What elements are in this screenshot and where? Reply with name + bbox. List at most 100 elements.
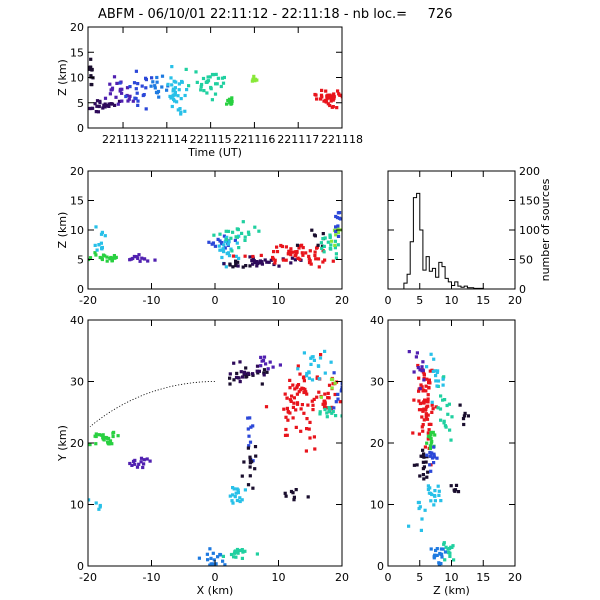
source-point xyxy=(435,384,439,388)
source-point xyxy=(417,506,421,511)
source-point xyxy=(326,240,330,244)
source-point xyxy=(176,108,180,112)
source-point xyxy=(246,416,250,420)
source-point xyxy=(210,242,214,246)
source-point xyxy=(237,376,241,380)
source-point xyxy=(241,265,245,269)
source-point xyxy=(297,390,301,394)
y-tick-label: 10 xyxy=(70,224,84,237)
source-point xyxy=(231,254,236,258)
source-point xyxy=(160,74,165,78)
source-point xyxy=(220,241,224,245)
source-point xyxy=(432,445,436,449)
source-point xyxy=(252,259,256,263)
source-point xyxy=(253,79,257,83)
source-point xyxy=(439,418,443,422)
source-point xyxy=(456,490,461,494)
source-point xyxy=(284,245,288,249)
source-point xyxy=(437,493,441,497)
source-point xyxy=(125,86,130,90)
source-point xyxy=(259,364,263,368)
source-point xyxy=(236,260,240,264)
source-point xyxy=(228,101,232,105)
source-point xyxy=(273,258,277,262)
source-point xyxy=(307,257,311,261)
source-cluster xyxy=(436,375,454,442)
source-point xyxy=(131,99,135,103)
source-point xyxy=(225,102,229,106)
source-point xyxy=(458,403,462,407)
source-point xyxy=(108,92,112,96)
source-point xyxy=(93,243,97,247)
y-tick-label: 15 xyxy=(70,46,84,59)
source-point xyxy=(425,453,429,457)
source-point xyxy=(233,495,237,499)
source-point xyxy=(462,414,466,418)
source-point xyxy=(435,553,439,557)
x-tick-label: 0 xyxy=(212,571,219,584)
source-point xyxy=(218,239,222,243)
source-point xyxy=(415,463,419,467)
source-point xyxy=(253,445,258,449)
source-point xyxy=(142,458,146,462)
source-cluster xyxy=(412,448,430,481)
source-point xyxy=(288,398,292,402)
source-point xyxy=(285,396,289,400)
source-point xyxy=(420,415,424,419)
source-point xyxy=(139,456,144,460)
source-point xyxy=(94,225,98,229)
source-point xyxy=(299,388,303,392)
source-point xyxy=(296,364,300,368)
source-point xyxy=(104,435,108,440)
source-point xyxy=(437,561,441,565)
source-point xyxy=(187,84,191,88)
source-point xyxy=(307,376,311,380)
source-point xyxy=(428,450,432,455)
source-point xyxy=(247,444,251,448)
source-point xyxy=(418,401,422,406)
source-point xyxy=(253,225,257,229)
source-point xyxy=(330,411,334,415)
source-cluster xyxy=(296,349,333,382)
source-point xyxy=(299,407,303,411)
source-point xyxy=(227,240,231,244)
source-point xyxy=(88,256,93,260)
source-cluster xyxy=(88,430,120,447)
source-point xyxy=(226,251,230,255)
source-point xyxy=(166,82,170,86)
source-point xyxy=(216,237,220,241)
plot-area xyxy=(88,57,342,116)
source-point xyxy=(221,247,225,251)
source-point xyxy=(443,558,447,562)
source-point xyxy=(118,81,122,85)
source-point xyxy=(237,256,241,260)
source-point xyxy=(88,106,92,111)
source-point xyxy=(421,388,425,392)
source-point xyxy=(307,254,311,258)
source-point xyxy=(230,499,234,503)
source-cluster xyxy=(118,69,154,111)
source-point xyxy=(171,89,175,93)
source-point xyxy=(100,257,104,262)
axes-frame xyxy=(87,319,343,567)
source-point xyxy=(442,541,446,545)
source-point xyxy=(208,547,212,551)
source-point xyxy=(318,356,323,360)
source-point xyxy=(287,252,291,256)
source-point xyxy=(94,253,98,257)
y-tick-label: 20 xyxy=(370,437,384,450)
source-point xyxy=(103,105,107,109)
source-point xyxy=(216,555,220,559)
y-axis-label: Z (km) xyxy=(56,59,69,96)
y-tick-label: 20 xyxy=(70,165,84,178)
source-point xyxy=(263,258,267,262)
source-point xyxy=(335,106,339,110)
source-point xyxy=(420,425,424,429)
source-point xyxy=(308,436,312,440)
source-point xyxy=(323,371,327,375)
source-point xyxy=(328,246,332,251)
source-point xyxy=(435,547,439,551)
source-point xyxy=(302,379,306,383)
source-point xyxy=(332,95,336,99)
source-point xyxy=(461,417,466,421)
